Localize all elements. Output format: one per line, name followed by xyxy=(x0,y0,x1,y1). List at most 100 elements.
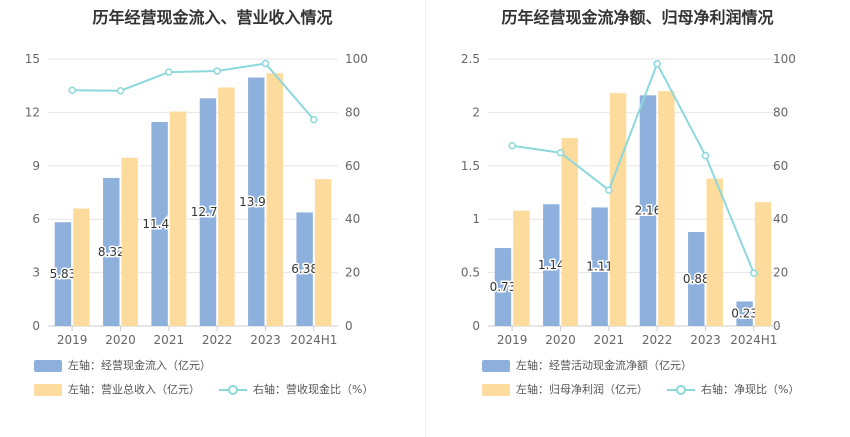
y-left-tick-label: 0.5 xyxy=(461,266,480,280)
bar-data-label: 0.88 xyxy=(683,272,710,286)
chart-title: 历年经营现金流入、营业收入情况 xyxy=(92,8,333,27)
y-left-tick-label: 6 xyxy=(32,212,40,226)
bar xyxy=(754,202,772,326)
x-tick-label: 2021 xyxy=(154,333,185,347)
chart-panel-right: 历年经营现金流净额、归母净利润情况 0 0.5 1 1.5 2 2.5 0 20 40 60 80 1… xyxy=(425,0,850,437)
bar-data-label: 0.73 xyxy=(490,280,517,294)
y-left-tick-label: 12 xyxy=(25,105,40,119)
line-point xyxy=(605,186,613,194)
line-point xyxy=(653,60,661,68)
line-point xyxy=(750,269,758,277)
y-left-tick-label: 9 xyxy=(32,159,40,173)
x-tick-label: 2019 xyxy=(497,333,528,347)
x-tick-label: 2022 xyxy=(202,333,233,347)
legend-row-2: 左轴：营业总收入（亿元） 右轴：营收现金比（%） xyxy=(34,382,414,398)
x-tick-label: 2024H1 xyxy=(290,333,337,347)
chart-svg: 0 3 6 9 12 15 0 20 40 60 80 100 2019 5.83 2020 8.32 2021… xyxy=(25,52,368,347)
bar-data-label: 1.14 xyxy=(538,258,565,272)
bar-data-label: 2.16 xyxy=(635,204,662,218)
legend-swatch xyxy=(482,384,510,396)
x-tick-label: 2023 xyxy=(250,333,281,347)
y-right-tick-label: 100 xyxy=(773,52,796,66)
bar xyxy=(543,204,560,326)
bar xyxy=(706,178,723,326)
line-point xyxy=(213,67,221,75)
bar xyxy=(688,232,705,326)
bar-data-label: 13.96 xyxy=(239,195,273,209)
bar xyxy=(591,207,608,326)
legend-label: 左轴：经营活动现金流净额（亿元） xyxy=(516,359,692,372)
legend-label: 左轴：经营现金流入（亿元） xyxy=(68,359,211,372)
y-right-tick-label: 40 xyxy=(773,212,788,226)
legend-swatch xyxy=(34,360,62,372)
legend-row-1: 左轴：经营活动现金流净额（亿元） xyxy=(482,358,842,374)
bar xyxy=(54,222,72,326)
y-right-tick-label: 40 xyxy=(345,212,360,226)
line-point xyxy=(556,148,565,157)
panel-divider xyxy=(425,0,426,437)
x-tick-label: 2020 xyxy=(545,333,576,347)
legend-row-2: 左轴：归母净利润（亿元） 右轴：净现比（%） xyxy=(482,382,842,398)
y-left-tick-label: 0 xyxy=(32,319,40,333)
bar xyxy=(103,177,120,326)
bar xyxy=(609,93,627,327)
bar-data-label: 8.32 xyxy=(98,245,125,259)
line-point xyxy=(701,151,710,160)
y-right-tick-label: 60 xyxy=(345,159,360,173)
legend-label: 右轴：营收现金比（%） xyxy=(253,383,374,396)
legend-line-swatch xyxy=(667,385,695,395)
bar xyxy=(121,157,138,326)
bar xyxy=(494,248,512,326)
bar-data-label: 5.83 xyxy=(50,267,77,281)
y-left-tick-label: 15 xyxy=(25,52,40,66)
y-right-tick-label: 20 xyxy=(345,266,360,280)
y-left-tick-label: 1 xyxy=(472,212,480,226)
line-point xyxy=(508,142,516,150)
bar xyxy=(248,77,265,327)
y-right-tick-label: 100 xyxy=(345,52,368,66)
legend-label: 左轴：归母净利润（亿元） xyxy=(516,383,648,396)
x-tick-label: 2023 xyxy=(690,333,721,347)
series-line xyxy=(72,62,315,121)
y-left-tick-label: 2 xyxy=(472,105,480,119)
line-point xyxy=(310,115,318,124)
x-tick-label: 2020 xyxy=(105,333,136,347)
chart-title: 历年经营现金流净额、归母净利润情况 xyxy=(501,8,774,27)
legend-swatch xyxy=(482,360,510,372)
bar xyxy=(169,111,187,326)
chart-svg: 00.511.522.502040608010020190.7320201.14… xyxy=(461,52,796,347)
y-left-tick-label: 0 xyxy=(472,319,480,333)
y-right-tick-label: 80 xyxy=(345,105,360,119)
bar xyxy=(658,91,675,326)
bar-data-label: 1.11 xyxy=(586,260,613,274)
bar xyxy=(736,301,753,326)
line-point xyxy=(68,86,76,94)
bar xyxy=(561,138,578,326)
legend-swatch xyxy=(34,384,62,396)
legend-row-1: 左轴：经营现金流入（亿元） xyxy=(34,358,414,374)
chart-panel-left: 历年经营现金流入、营业收入情况 0 3 6 9 12 15 0 20 40 60 80 100 2019… xyxy=(25,8,414,398)
bar xyxy=(199,98,217,326)
bar-data-label: 11.46 xyxy=(142,217,176,231)
series-line xyxy=(512,61,755,274)
y-right-tick-label: 0 xyxy=(345,319,353,333)
bar-data-label: 6.38 xyxy=(291,262,318,276)
bar-data-label: 0.23 xyxy=(731,307,758,321)
bar xyxy=(314,179,332,326)
bar xyxy=(513,210,530,326)
y-left-tick-label: 3 xyxy=(32,266,40,280)
x-tick-label: 2022 xyxy=(642,333,673,347)
y-right-tick-label: 20 xyxy=(773,266,788,280)
x-tick-label: 2019 xyxy=(57,333,88,347)
bar xyxy=(639,95,657,326)
bar-data-label: 12.79 xyxy=(191,205,225,219)
y-right-tick-label: 60 xyxy=(773,159,788,173)
bar xyxy=(218,87,235,326)
bar xyxy=(151,122,168,327)
legend-line-swatch xyxy=(219,385,247,395)
x-tick-label: 2021 xyxy=(594,333,625,347)
legend-label: 右轴：净现比（%） xyxy=(701,383,800,396)
y-right-tick-label: 80 xyxy=(773,105,788,119)
legend-label: 左轴：营业总收入（亿元） xyxy=(68,383,200,396)
line-point xyxy=(116,87,125,95)
